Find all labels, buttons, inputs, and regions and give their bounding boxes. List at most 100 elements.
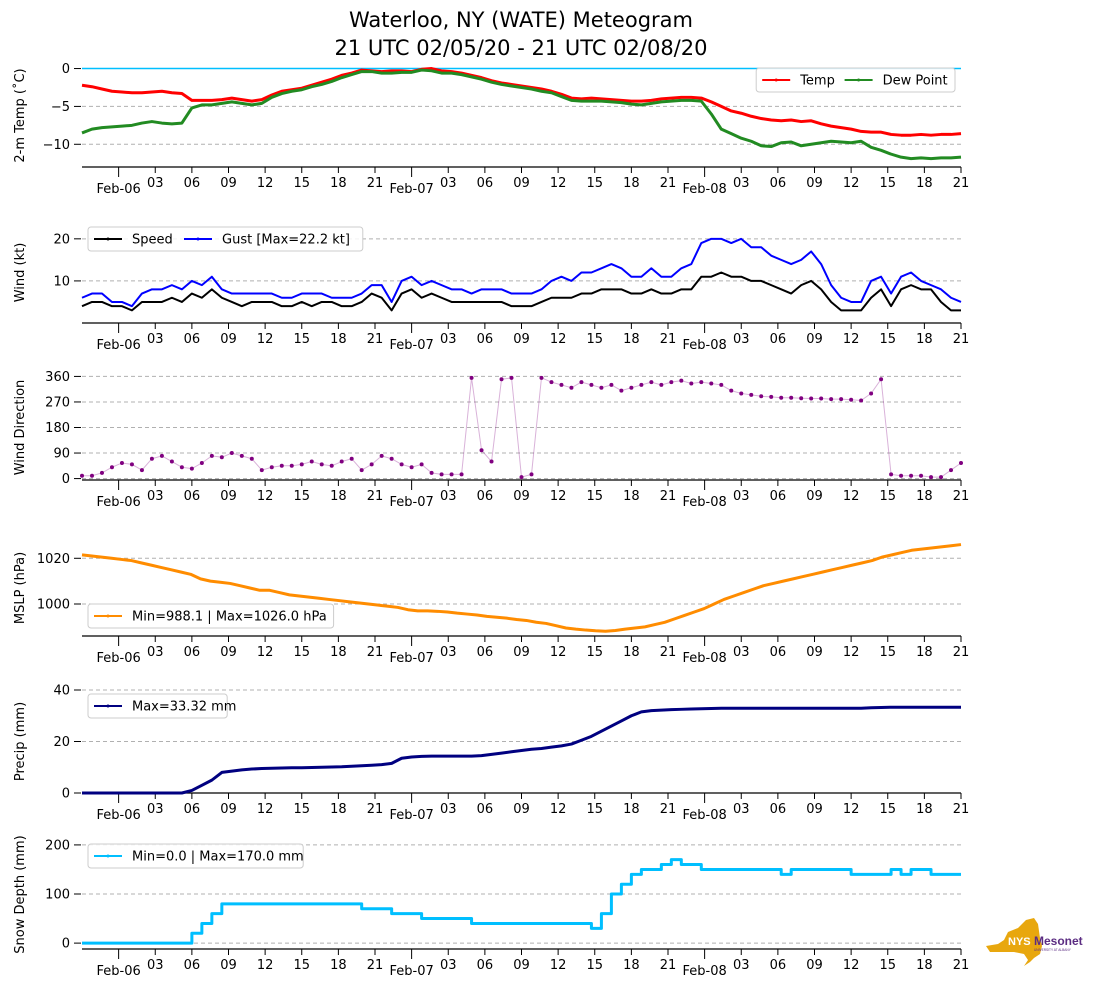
x-minor-tick-label: 06 [770, 802, 787, 817]
series-line-min-988-1-max-1026-0-hpa [81, 543, 962, 633]
x-minor-tick-label: 18 [330, 645, 347, 660]
data-point [679, 378, 684, 383]
x-minor-tick-label: 21 [660, 176, 677, 191]
data-point [789, 395, 794, 400]
x-minor-tick-label: 06 [477, 489, 494, 504]
x-minor-tick-label: 03 [147, 958, 164, 973]
legend-precip: Max=33.32 mm [87, 693, 236, 719]
y-axis-label: Wind Direction [13, 380, 28, 476]
x-minor-tick-label: 21 [660, 802, 677, 817]
x-minor-tick-label: 06 [477, 332, 494, 347]
x-major-tick-label: Feb-07 [390, 808, 434, 823]
data-point [339, 459, 344, 464]
data-point [449, 472, 454, 477]
x-minor-tick-label: 09 [220, 176, 237, 191]
data-point [509, 375, 514, 380]
x-minor-tick-label: 12 [843, 489, 860, 504]
data-point [189, 466, 194, 471]
x-minor-tick-label: 18 [623, 958, 640, 973]
y-axis-label: 2-m Temp (˚C) [12, 68, 28, 162]
data-point [99, 470, 104, 475]
data-point [929, 475, 934, 480]
panel-precip: 0 20 40 Feb-06 Feb-07 Feb-08 03 06 09 12 15 18 21 03 0… [13, 684, 969, 824]
logo-subtitle-text: UNIVERSITY AT ALBANY [1034, 948, 1072, 952]
data-point [489, 459, 494, 464]
x-minor-tick-label: 12 [843, 176, 860, 191]
data-point [329, 463, 334, 468]
x-minor-tick-label: 09 [220, 489, 237, 504]
y-axis-label: Precip (mm) [13, 702, 28, 781]
x-minor-tick-label: 09 [806, 958, 823, 973]
legend-box [87, 226, 364, 252]
x-minor-tick-label: 21 [953, 645, 970, 660]
x-major-tick-label: Feb-06 [97, 964, 141, 979]
x-minor-tick-label: 15 [879, 645, 896, 660]
data-point [89, 473, 94, 478]
x-major-tick-label: Feb-08 [683, 964, 727, 979]
data-point [849, 397, 854, 402]
data-point [749, 392, 754, 397]
x-minor-tick-label: 09 [806, 645, 823, 660]
x-minor-tick-label: 18 [916, 332, 933, 347]
data-point [919, 473, 924, 478]
x-minor-tick-label: 09 [220, 645, 237, 660]
x-minor-tick-label: 06 [477, 645, 494, 660]
data-point [80, 473, 84, 478]
data-point [299, 462, 304, 467]
x-minor-tick-label: 12 [257, 489, 274, 504]
x-minor-tick-label: 03 [147, 489, 164, 504]
y-tick-label: 200 [45, 838, 70, 853]
x-major-tick-label: Feb-08 [683, 808, 727, 823]
x-minor-tick-label: 06 [184, 176, 201, 191]
x-minor-tick-label: 18 [330, 176, 347, 191]
legend-mslp: Min=988.1 | Max=1026.0 hPa [87, 603, 335, 629]
x-minor-tick-label: 09 [220, 802, 237, 817]
data-point [109, 465, 114, 470]
y-tick-label: 270 [45, 395, 70, 410]
x-minor-tick-label: 15 [293, 489, 310, 504]
legend-label: Gust [Max=22.2 kt] [222, 233, 350, 248]
data-point [259, 468, 264, 473]
x-minor-tick-label: 03 [147, 176, 164, 191]
x-minor-tick-label: 03 [733, 332, 750, 347]
legend-marker [774, 78, 778, 82]
y-tick-label: 0 [62, 787, 70, 802]
x-minor-tick-label: 18 [330, 489, 347, 504]
x-minor-tick-label: 21 [660, 489, 677, 504]
data-point [589, 382, 594, 387]
x-minor-tick-label: 18 [623, 332, 640, 347]
x-minor-tick-label: 03 [733, 489, 750, 504]
data-point [739, 391, 744, 396]
x-minor-tick-label: 18 [916, 489, 933, 504]
x-minor-tick-label: 12 [550, 489, 567, 504]
data-point [839, 397, 844, 402]
x-minor-tick-label: 06 [477, 176, 494, 191]
x-minor-tick-label: 12 [550, 645, 567, 660]
data-point [409, 465, 414, 470]
x-minor-tick-label: 03 [440, 802, 457, 817]
data-point [629, 385, 634, 390]
data-point [249, 456, 254, 461]
x-minor-tick-label: 03 [440, 332, 457, 347]
legend-box [87, 693, 228, 719]
data-point [289, 463, 294, 468]
data-point [529, 472, 534, 477]
x-minor-tick-label: 21 [367, 645, 384, 660]
y-tick-label: 1020 [37, 552, 70, 567]
x-major-tick-label: Feb-07 [390, 182, 434, 197]
panel-mslp: 1000 1020 Feb-06 Feb-07 Feb-08 03 06 09 12 15 18 21… [13, 543, 970, 666]
x-minor-tick-label: 09 [806, 489, 823, 504]
data-point [239, 453, 244, 458]
data-point [759, 394, 764, 399]
x-minor-tick-label: 03 [147, 645, 164, 660]
x-minor-tick-label: 06 [770, 332, 787, 347]
x-minor-tick-label: 18 [916, 645, 933, 660]
y-tick-label: 1000 [37, 598, 70, 613]
x-minor-tick-label: 12 [550, 332, 567, 347]
x-minor-tick-label: 09 [806, 176, 823, 191]
data-point [569, 385, 574, 390]
x-minor-tick-label: 21 [953, 489, 970, 504]
x-minor-tick-label: 12 [257, 802, 274, 817]
x-minor-tick-label: 12 [843, 332, 860, 347]
